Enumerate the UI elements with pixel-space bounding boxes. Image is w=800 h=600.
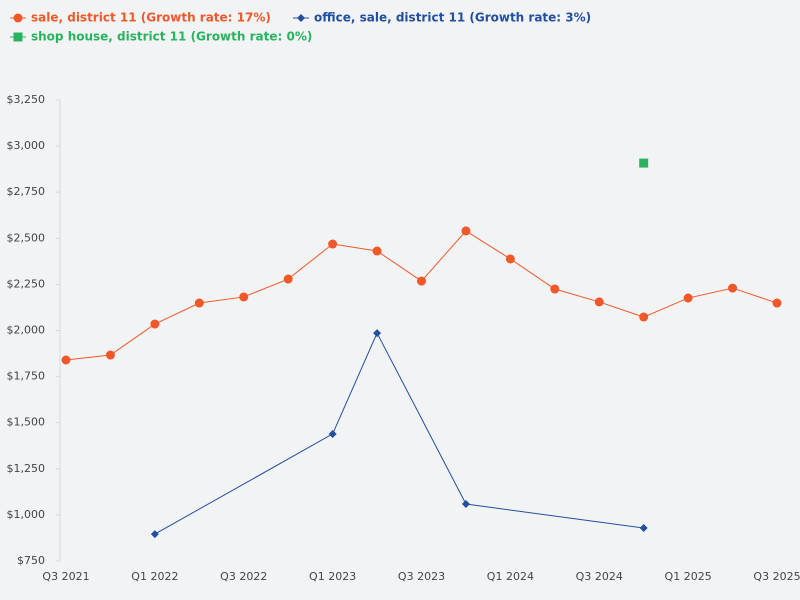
y-tick-label: $2,500	[7, 231, 46, 244]
x-tick-label: Q1 2022	[131, 570, 178, 583]
data-point	[461, 500, 470, 509]
series-line	[154, 331, 644, 535]
x-tick-label: Q1 2025	[665, 570, 712, 583]
data-point	[150, 319, 160, 329]
x-tick-label: Q1 2023	[309, 570, 356, 583]
data-point	[461, 226, 471, 236]
data-point	[505, 254, 515, 264]
data-point	[594, 297, 604, 307]
y-tick-label: $1,250	[7, 462, 46, 475]
legend-label: shop house, district 11 (Growth rate: 0%…	[31, 30, 312, 44]
y-tick-label: $2,250	[7, 277, 46, 290]
data-point	[639, 312, 649, 322]
legend-marker	[297, 14, 305, 22]
data-point	[728, 283, 738, 293]
x-tick-label: Q3 2025	[753, 570, 800, 583]
data-point	[639, 523, 648, 532]
x-tick-label: Q3 2024	[576, 570, 623, 583]
data-point	[328, 429, 337, 438]
data-point	[683, 293, 693, 303]
x-tick-label: Q3 2022	[220, 570, 267, 583]
data-point	[150, 530, 159, 539]
y-tick-label: $1,750	[7, 370, 46, 383]
legend-marker	[13, 13, 23, 23]
data-point	[417, 276, 426, 286]
data-point	[105, 350, 115, 360]
y-tick-label: $3,250	[7, 93, 46, 106]
data-point	[328, 239, 338, 249]
x-tick-label: Q3 2023	[398, 570, 445, 583]
x-tick-label: Q3 2021	[42, 570, 89, 583]
y-tick-label: $3,000	[7, 139, 46, 152]
y-tick-label: $2,750	[7, 185, 46, 198]
data-point	[283, 274, 293, 284]
data-point	[639, 158, 649, 168]
y-tick-label: $1,500	[7, 416, 46, 429]
legend-marker	[13, 32, 23, 42]
data-point	[61, 355, 71, 365]
series-line	[65, 230, 778, 361]
data-point	[373, 329, 382, 338]
data-point	[550, 284, 560, 294]
legend-label: sale, district 11 (Growth rate: 17%)	[31, 11, 271, 25]
y-tick-label: $750	[17, 554, 45, 567]
data-point	[239, 292, 249, 302]
legend-label: office, sale, district 11 (Growth rate: …	[314, 11, 591, 25]
data-point	[772, 298, 782, 308]
data-point	[194, 298, 204, 308]
data-point	[372, 246, 382, 256]
x-tick-label: Q1 2024	[487, 570, 534, 583]
y-tick-label: $2,000	[7, 324, 46, 337]
y-tick-label: $1,000	[7, 508, 46, 521]
